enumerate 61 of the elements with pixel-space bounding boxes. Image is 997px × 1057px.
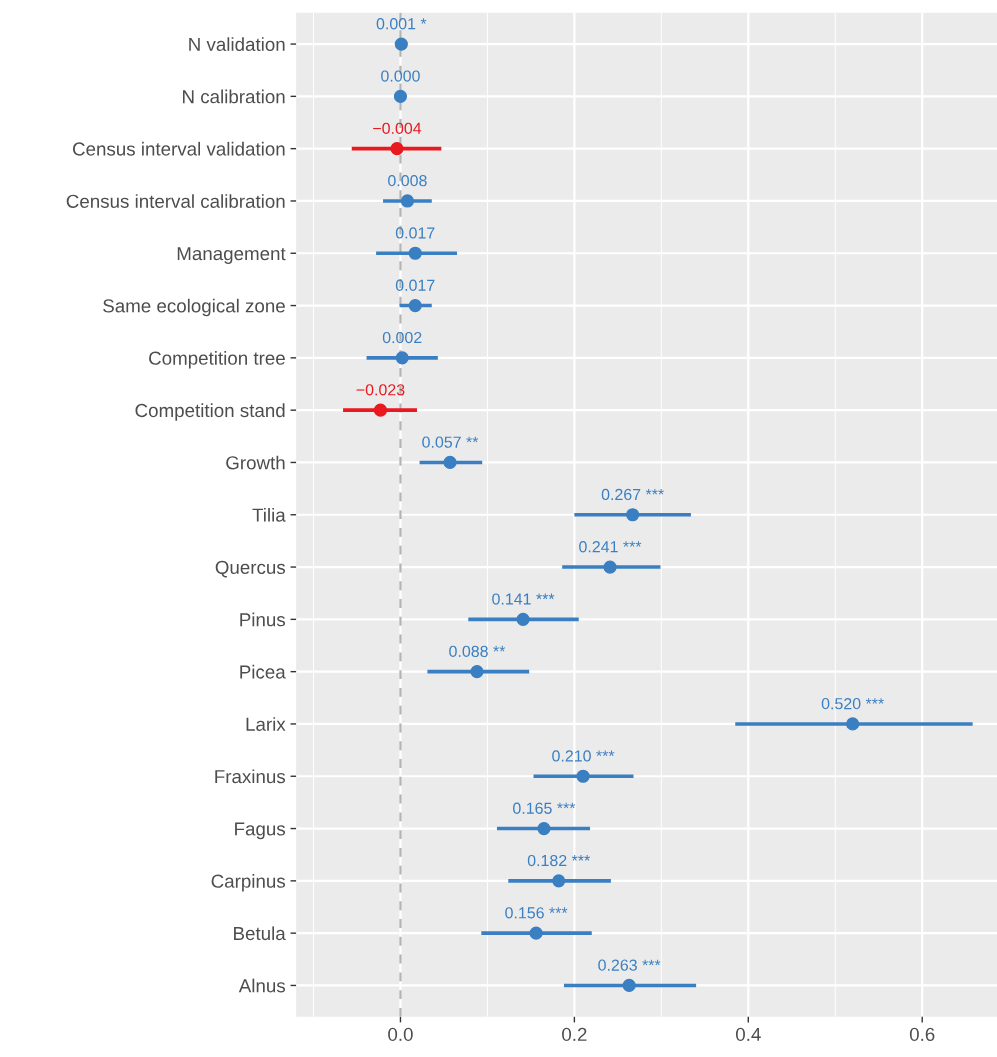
x-tick-label: 0.4 — [736, 1027, 761, 1042]
y-tick-label: Betula — [234, 926, 286, 941]
data-label: 0.017 — [395, 279, 435, 291]
data-label: −0.004 — [373, 122, 422, 134]
point — [400, 194, 415, 208]
point — [603, 560, 617, 574]
point — [846, 717, 860, 731]
x-tick-label: 0.0 — [388, 1027, 413, 1042]
y-tick-label: Census interval calibration — [66, 194, 285, 208]
point — [390, 142, 404, 156]
y-tick-label: Fagus — [235, 822, 286, 840]
data-label: 0.263 *** — [598, 959, 661, 971]
data-label: 0.267 *** — [601, 488, 664, 501]
data-label: 0.002 — [382, 331, 422, 344]
y-tick-label: Management — [177, 247, 286, 264]
point — [408, 298, 422, 313]
data-label: 0.057 ** — [422, 436, 479, 448]
point — [393, 89, 408, 103]
y-tick-label: Quercus — [215, 560, 286, 578]
y-tick-label: Competition tree — [149, 351, 285, 369]
y-tick-label: Tilia — [252, 507, 286, 522]
y-tick-label: Growth — [226, 455, 285, 470]
point — [622, 978, 636, 993]
y-tick-label: Pinus — [240, 612, 286, 627]
point — [373, 403, 388, 417]
point — [626, 508, 640, 522]
point — [408, 246, 422, 260]
data-label: 0.165 *** — [513, 802, 576, 814]
point — [552, 874, 566, 888]
y-tick-label: Larix — [246, 717, 286, 731]
y-tick-label: Census interval validation — [73, 141, 285, 156]
point — [576, 769, 590, 783]
data-label: −0.023 — [356, 384, 405, 396]
y-tick-label: Same ecological zone — [103, 298, 285, 317]
data-label: 0.017 — [395, 227, 435, 239]
y-tick-label: N validation — [189, 37, 285, 52]
y-tick-label: N calibration — [183, 89, 285, 104]
x-tick-label: 0.2 — [562, 1027, 587, 1042]
point — [516, 612, 530, 626]
data-label: 0.156 *** — [505, 907, 568, 919]
point — [394, 37, 408, 51]
data-label: 0.520 *** — [821, 697, 884, 710]
data-label: 0.210 *** — [552, 750, 615, 762]
data-label: 0.088 ** — [449, 645, 506, 657]
y-tick-label: Fraxinus — [215, 769, 286, 784]
x-tick-label: 0.6 — [909, 1027, 935, 1042]
point — [529, 926, 543, 940]
data-label: 0.182 *** — [527, 854, 591, 867]
data-label: 0.000 — [381, 70, 420, 82]
data-label: 0.241 *** — [579, 541, 642, 553]
data-label: 0.008 — [388, 174, 427, 187]
data-label: 0.141 *** — [492, 593, 555, 605]
point — [537, 821, 551, 836]
point — [443, 455, 457, 470]
y-tick-label: Picea — [240, 664, 286, 679]
point — [395, 351, 409, 365]
point — [470, 665, 484, 679]
y-tick-label: Competition stand — [135, 403, 285, 421]
y-tick-label: Alnus — [238, 978, 286, 993]
data-label: 0.001 * — [376, 18, 427, 30]
y-tick-label: Carpinus — [211, 874, 286, 892]
